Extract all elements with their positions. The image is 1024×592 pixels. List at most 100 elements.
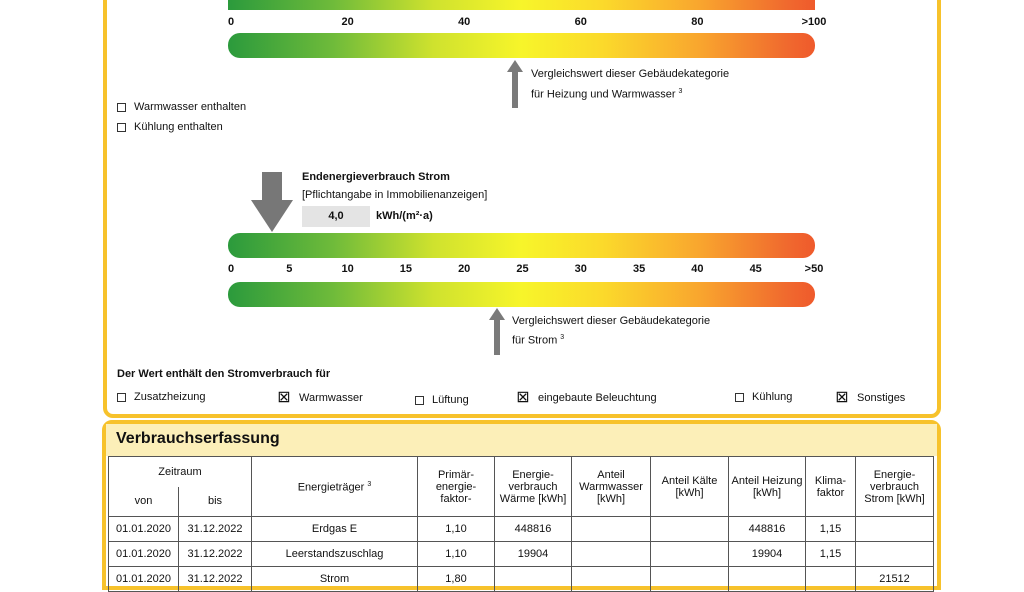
power-comparison-text-2: für Strom 3 [512,334,565,347]
table-cell: 01.01.2020 [108,566,179,592]
table-cell: 448816 [494,516,572,542]
table-cell [494,566,572,592]
checkbox-warmwasser[interactable]: ⊠ Warmwasser [277,389,363,406]
power-scale-bar-lower [228,282,815,307]
consumption-table: Zeitraum Energieträger 3 Primär- energie… [108,456,934,592]
checkbox-label: eingebaute Beleuchtung [538,392,657,404]
checkbox-label: Sonstiges [857,392,906,404]
checkbox-kühlung[interactable]: Kühlung [735,391,792,403]
checked-box-icon: ⊠ [835,389,849,406]
scale-tick-label: >100 [801,16,827,28]
scale-tick-label: 80 [691,16,704,28]
table-cell: 19904 [494,541,572,567]
table-cell: 1,10 [417,516,495,542]
power-scale-bar-upper [228,233,815,258]
col-cold: Anteil Kälte [kWh] [650,456,729,517]
checkbox-eingebaute-beleuchtung[interactable]: ⊠ eingebaute Beleuchtung [516,389,657,406]
checkbox-label: Warmwasser [299,392,363,404]
checkbox-label: Lüftung [432,394,469,406]
heat-scale-bar-lower [228,33,815,58]
heat-comparison-text: Vergleichswert dieser Gebäudekategorie [531,68,730,80]
table-cell: 448816 [728,516,806,542]
col-carrier: Energieträger 3 [251,456,418,517]
table-cell: 31.12.2022 [178,566,252,592]
checkbox-warmwasser-enthalten[interactable]: Warmwasser enthalten [117,101,246,113]
heat-scale-bar-upper [228,0,815,10]
energy-scale-panel [103,0,941,418]
table-cell [855,516,934,542]
table-cell: Leerstandszuschlag [251,541,418,567]
scale-tick-label: 5 [286,263,293,275]
power-value-arrowhead-icon [251,200,293,232]
table-cell: 1,10 [417,541,495,567]
col-from: von [108,486,179,517]
col-to: bis [178,486,252,517]
scale-tick-label: >50 [804,263,824,275]
table-cell: 01.01.2020 [108,516,179,542]
col-pef: Primär- energie- faktor- [417,456,495,517]
table-cell [571,516,651,542]
table-cell: 1,15 [805,516,856,542]
scale-tick-label: 40 [691,263,704,275]
table-cell: 31.12.2022 [178,541,252,567]
checked-box-icon: ⊠ [277,389,291,406]
table-row: 01.01.2020 31.12.2022 Leerstandszuschlag 1,… [108,541,934,567]
checkbox-kuehlung-enthalten[interactable]: Kühlung enthalten [117,121,223,133]
checkbox-zusatzheizung[interactable]: Zusatzheizung [117,391,206,403]
comparison-arrow-icon [489,308,505,355]
power-value-arrow-icon [262,172,282,202]
table-cell: 1,80 [417,566,495,592]
table-cell [650,541,729,567]
table-row: 01.01.2020 31.12.2022 Strom 1,80 21512 [108,566,934,592]
unchecked-box-icon [117,392,126,402]
power-unit: kWh/(m²·a) [376,210,433,222]
scale-tick-label: 25 [516,263,529,275]
scale-tick-label: 60 [574,16,587,28]
table-cell: 01.01.2020 [108,541,179,567]
power-title: Endenergieverbrauch Strom [302,171,450,183]
checkbox-lüftung[interactable]: Lüftung [415,394,469,406]
col-hot-water: Anteil Warmwasser [kWh] [571,456,651,517]
unchecked-box-icon [735,392,744,402]
scale-tick-label: 45 [749,263,762,275]
col-heating: Anteil Heizung [kWh] [728,456,806,517]
table-cell [650,566,729,592]
table-cell [805,566,856,592]
scale-tick-label: 10 [341,263,354,275]
power-value: 4,0 [302,206,370,227]
consumption-title: Verbrauchserfassung [106,424,937,456]
power-subtitle: [Pflichtangabe in Immobilienanzeigen] [302,189,488,201]
heat-comparison-text-2: für Heizung und Warmwasser 3 [531,88,683,101]
table-cell: 1,15 [805,541,856,567]
checkbox-sonstiges[interactable]: ⊠ Sonstiges [835,389,906,406]
col-period: Zeitraum [108,456,252,487]
col-power: Energie- verbrauch Strom [kWh] [855,456,934,517]
table-cell [728,566,806,592]
scale-tick-label: 0 [227,16,235,28]
table-cell [571,541,651,567]
scale-tick-label: 20 [341,16,354,28]
table-cell [571,566,651,592]
col-climate: Klima- faktor [805,456,856,517]
unchecked-box-icon [415,395,424,405]
checkbox-label: Zusatzheizung [134,391,206,403]
table-cell [855,541,934,567]
scale-tick-label: 20 [458,263,471,275]
table-cell: 31.12.2022 [178,516,252,542]
table-cell [650,516,729,542]
checkbox-label: Kühlung [752,391,793,403]
table-cell: Erdgas E [251,516,418,542]
scale-tick-label: 0 [227,263,235,275]
scale-tick-label: 30 [574,263,587,275]
table-cell: 19904 [728,541,806,567]
table-cell: 21512 [855,566,934,592]
power-comparison-text: Vergleichswert dieser Gebäudekategorie [512,315,711,327]
table-row: 01.01.2020 31.12.2022 Erdgas E 1,10 448816 44… [108,516,934,542]
col-heat: Energie- verbrauch Wärme [kWh] [494,456,572,517]
checked-box-icon: ⊠ [516,389,530,406]
scale-tick-label: 15 [399,263,413,275]
power-includes-label: Der Wert enthält den Stromverbrauch für [117,368,331,380]
table-cell: Strom [251,566,418,592]
comparison-arrow-icon [507,60,523,108]
scale-tick-label: 35 [632,263,646,275]
